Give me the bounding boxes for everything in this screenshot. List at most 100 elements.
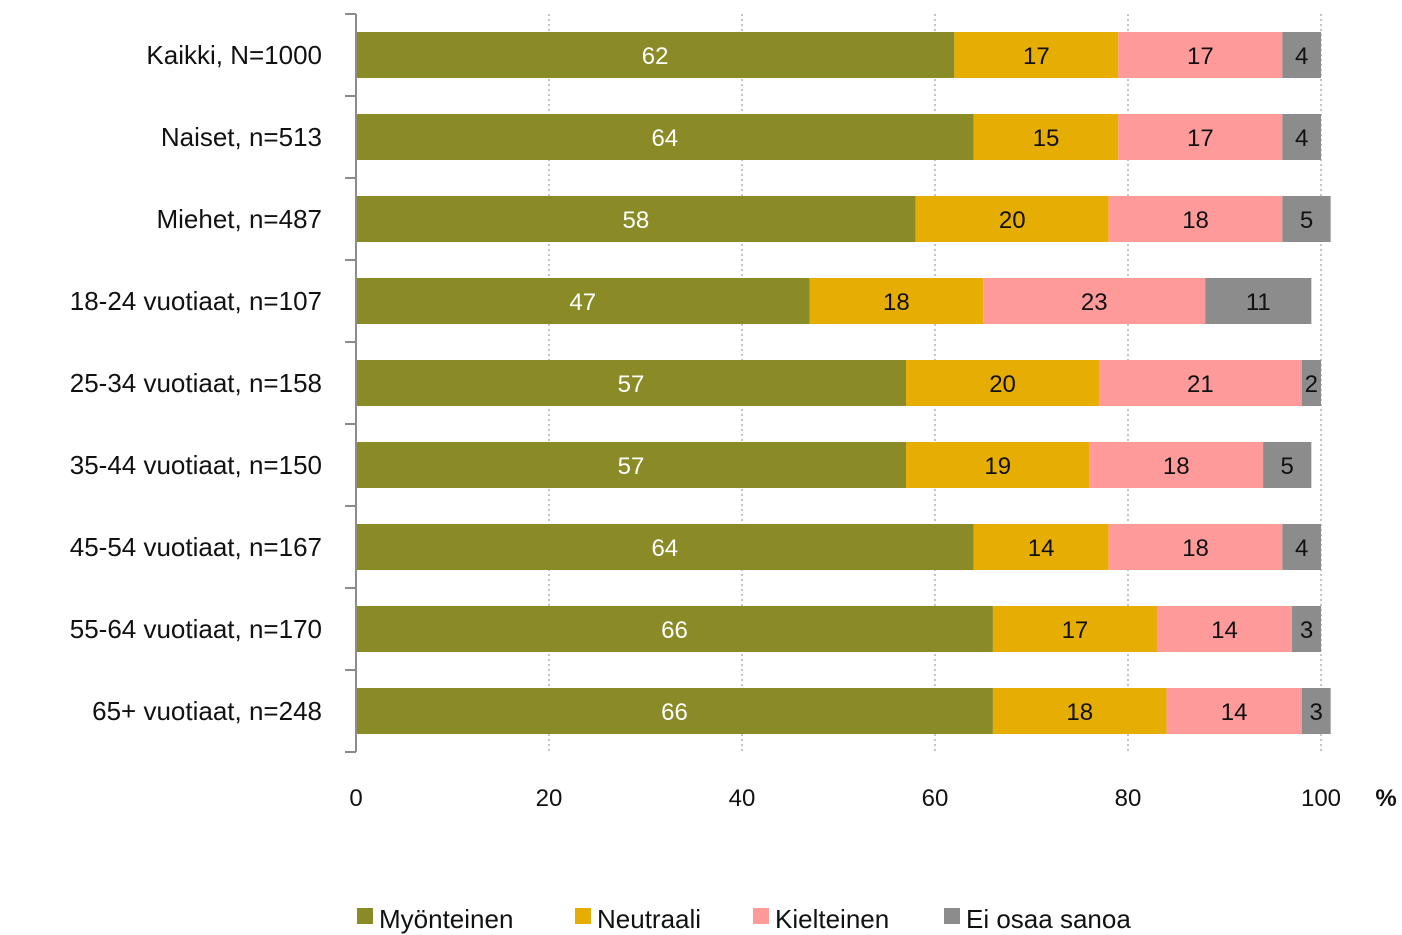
bar-segment	[356, 32, 955, 78]
category-label: 18-24 vuotiaat, n=107	[70, 286, 322, 316]
bar-segment	[1292, 606, 1321, 652]
data-label: 4	[1295, 125, 1308, 152]
category-label: 65+ vuotiaat, n=248	[92, 696, 322, 726]
data-label: 47	[569, 289, 596, 316]
legend-entry: Ei osaa sanoa	[966, 904, 1131, 934]
bar-segment	[356, 442, 907, 488]
data-label: 18	[1163, 453, 1190, 480]
legend-entry: Myönteinen	[379, 904, 513, 934]
data-label: 66	[661, 617, 688, 644]
bar-segment	[1166, 688, 1302, 734]
bar-segment	[992, 606, 1157, 652]
bar-segment	[983, 278, 1206, 324]
bar-segment	[1301, 360, 1321, 406]
data-label: 17	[1187, 125, 1214, 152]
data-label: 18	[883, 289, 910, 316]
data-label: 14	[1028, 535, 1055, 562]
bar-segment	[1282, 196, 1331, 242]
bar-segment	[1263, 442, 1312, 488]
data-label: 57	[618, 371, 645, 398]
data-label: 18	[1182, 535, 1209, 562]
bar-segment	[356, 360, 907, 406]
bar-segment	[1282, 32, 1321, 78]
data-label: 19	[984, 453, 1011, 480]
bar-segment	[1205, 278, 1312, 324]
bar-segment	[1118, 114, 1283, 160]
legend-entry: Kielteinen	[775, 904, 889, 934]
bar-segment	[356, 278, 810, 324]
category-label: Naiset, n=513	[161, 122, 322, 152]
data-label: 14	[1221, 699, 1248, 726]
bar-segment	[1118, 32, 1283, 78]
bar-segment	[992, 688, 1167, 734]
category-label: Kaikki, N=1000	[146, 40, 322, 70]
bars: 62 17 17 4 64 15 17 4 58 20 18 5 47 18 23 11 57 20 21 2 57 19…	[356, 32, 1331, 734]
x-tick-label: 0	[349, 785, 362, 812]
data-label: 3	[1300, 617, 1313, 644]
data-label: 4	[1295, 535, 1308, 562]
data-label: 20	[999, 207, 1026, 234]
data-label: 20	[989, 371, 1016, 398]
category-label: 55-64 vuotiaat, n=170	[70, 614, 322, 644]
data-label: 64	[651, 535, 678, 562]
bar-segment	[356, 114, 974, 160]
x-tick-label: 100	[1301, 785, 1341, 812]
legend-swatch	[944, 908, 960, 924]
bar-segment	[973, 114, 1119, 160]
bar-segment	[954, 32, 1119, 78]
legend-swatch	[575, 908, 591, 924]
bar-segment	[1301, 688, 1331, 734]
data-label: 3	[1309, 699, 1322, 726]
bar-segment	[1108, 196, 1283, 242]
data-label: 15	[1033, 125, 1060, 152]
data-label: 5	[1300, 207, 1313, 234]
x-tick-labels: 0 20 40 60 80 100	[349, 785, 1341, 812]
bar-segment	[809, 278, 984, 324]
legend-swatch	[357, 908, 373, 924]
data-label: 62	[642, 43, 669, 70]
x-tick-label: 80	[1115, 785, 1142, 812]
data-label: 11	[1246, 289, 1271, 316]
data-label: 14	[1211, 617, 1238, 644]
bar-segment	[356, 606, 993, 652]
legend: Myönteinen Neutraali Kielteinen Ei osaa san…	[357, 904, 1131, 934]
x-tick-label: 20	[536, 785, 563, 812]
data-label: 5	[1281, 453, 1294, 480]
data-label: 17	[1187, 43, 1214, 70]
data-label: 66	[661, 699, 688, 726]
category-labels: Kaikki, N=1000 Naiset, n=513 Miehet, n=487…	[70, 40, 322, 726]
bar-segment	[356, 196, 916, 242]
data-label: 23	[1081, 289, 1108, 316]
legend-swatch	[753, 908, 769, 924]
axes	[345, 13, 357, 753]
bar-segment	[356, 688, 993, 734]
category-label: 45-54 vuotiaat, n=167	[70, 532, 322, 562]
bar-segment	[1108, 524, 1283, 570]
data-label: 21	[1187, 371, 1214, 398]
bar-segment	[1282, 524, 1321, 570]
category-label: Miehet, n=487	[156, 204, 322, 234]
bar-segment	[1156, 606, 1293, 652]
bar-segment	[973, 524, 1109, 570]
data-label: 18	[1066, 699, 1093, 726]
bar-segment	[906, 442, 1090, 488]
bar-segment	[906, 360, 1100, 406]
data-label: 17	[1023, 43, 1050, 70]
bar-segment	[1089, 442, 1264, 488]
bar-segment	[1282, 114, 1321, 160]
data-label: 2	[1305, 371, 1318, 398]
legend-entry: Neutraali	[597, 904, 701, 934]
bar-segment	[915, 196, 1109, 242]
x-tick-label: 60	[922, 785, 949, 812]
data-label: 4	[1295, 43, 1308, 70]
category-label: 35-44 vuotiaat, n=150	[70, 450, 322, 480]
data-label: 64	[651, 125, 678, 152]
data-label: 18	[1182, 207, 1209, 234]
x-tick-label: 40	[729, 785, 756, 812]
data-label: 57	[618, 453, 645, 480]
x-unit-label: %	[1375, 785, 1396, 812]
data-label: 17	[1062, 617, 1089, 644]
category-label: 25-34 vuotiaat, n=158	[70, 368, 322, 398]
bar-segment	[356, 524, 974, 570]
